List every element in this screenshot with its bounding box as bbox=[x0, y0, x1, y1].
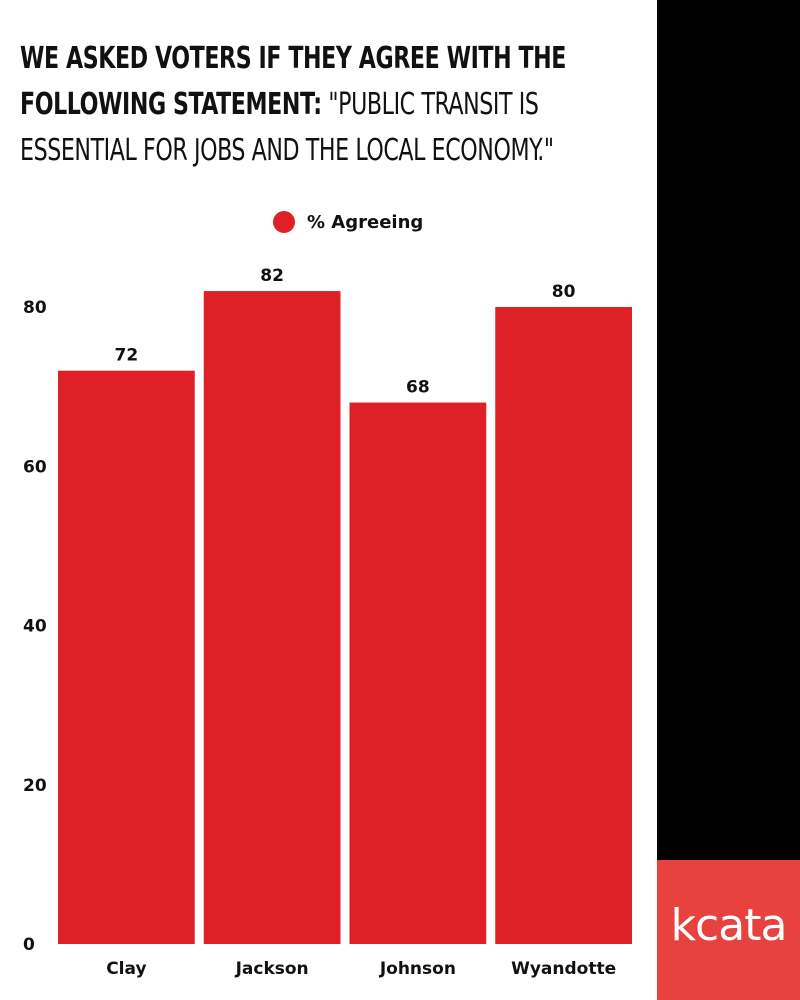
brand-logo-text: kcata bbox=[670, 900, 788, 951]
legend-label: % Agreeing bbox=[307, 212, 423, 233]
bar-jackson bbox=[203, 291, 341, 944]
data-label: 82 bbox=[260, 266, 284, 286]
x-tick-label: Wyandotte bbox=[511, 959, 616, 979]
brand-logo-box: kcata bbox=[657, 860, 800, 1000]
y-tick-label: 0 bbox=[23, 935, 35, 955]
legend-marker bbox=[273, 211, 295, 233]
bar-chart: % Agreeing 0 20 40 60 80 72 Clay 82 Jackson 68 John… bbox=[23, 211, 632, 979]
y-tick-label: 60 bbox=[23, 457, 47, 477]
side-panel bbox=[657, 0, 800, 860]
data-label: 80 bbox=[552, 282, 576, 302]
data-label: 72 bbox=[115, 346, 139, 366]
y-tick-label: 20 bbox=[23, 776, 47, 796]
bar-johnson bbox=[349, 402, 487, 944]
x-tick-label: Johnson bbox=[379, 959, 456, 979]
y-tick-label: 40 bbox=[23, 617, 47, 637]
bar-clay bbox=[58, 370, 195, 944]
title-statement-intro: We asked voters if they agree with the f… bbox=[20, 41, 567, 122]
y-tick-label: 80 bbox=[23, 298, 47, 318]
chart-title: We asked voters if they agree with the f… bbox=[20, 36, 643, 174]
x-tick-label: Clay bbox=[106, 959, 146, 979]
bar-wyandotte bbox=[495, 307, 632, 944]
title-statement-quote: "Public transit is essential for jobs an… bbox=[20, 87, 554, 168]
data-label: 68 bbox=[406, 378, 430, 398]
x-tick-label: Jackson bbox=[235, 959, 309, 979]
